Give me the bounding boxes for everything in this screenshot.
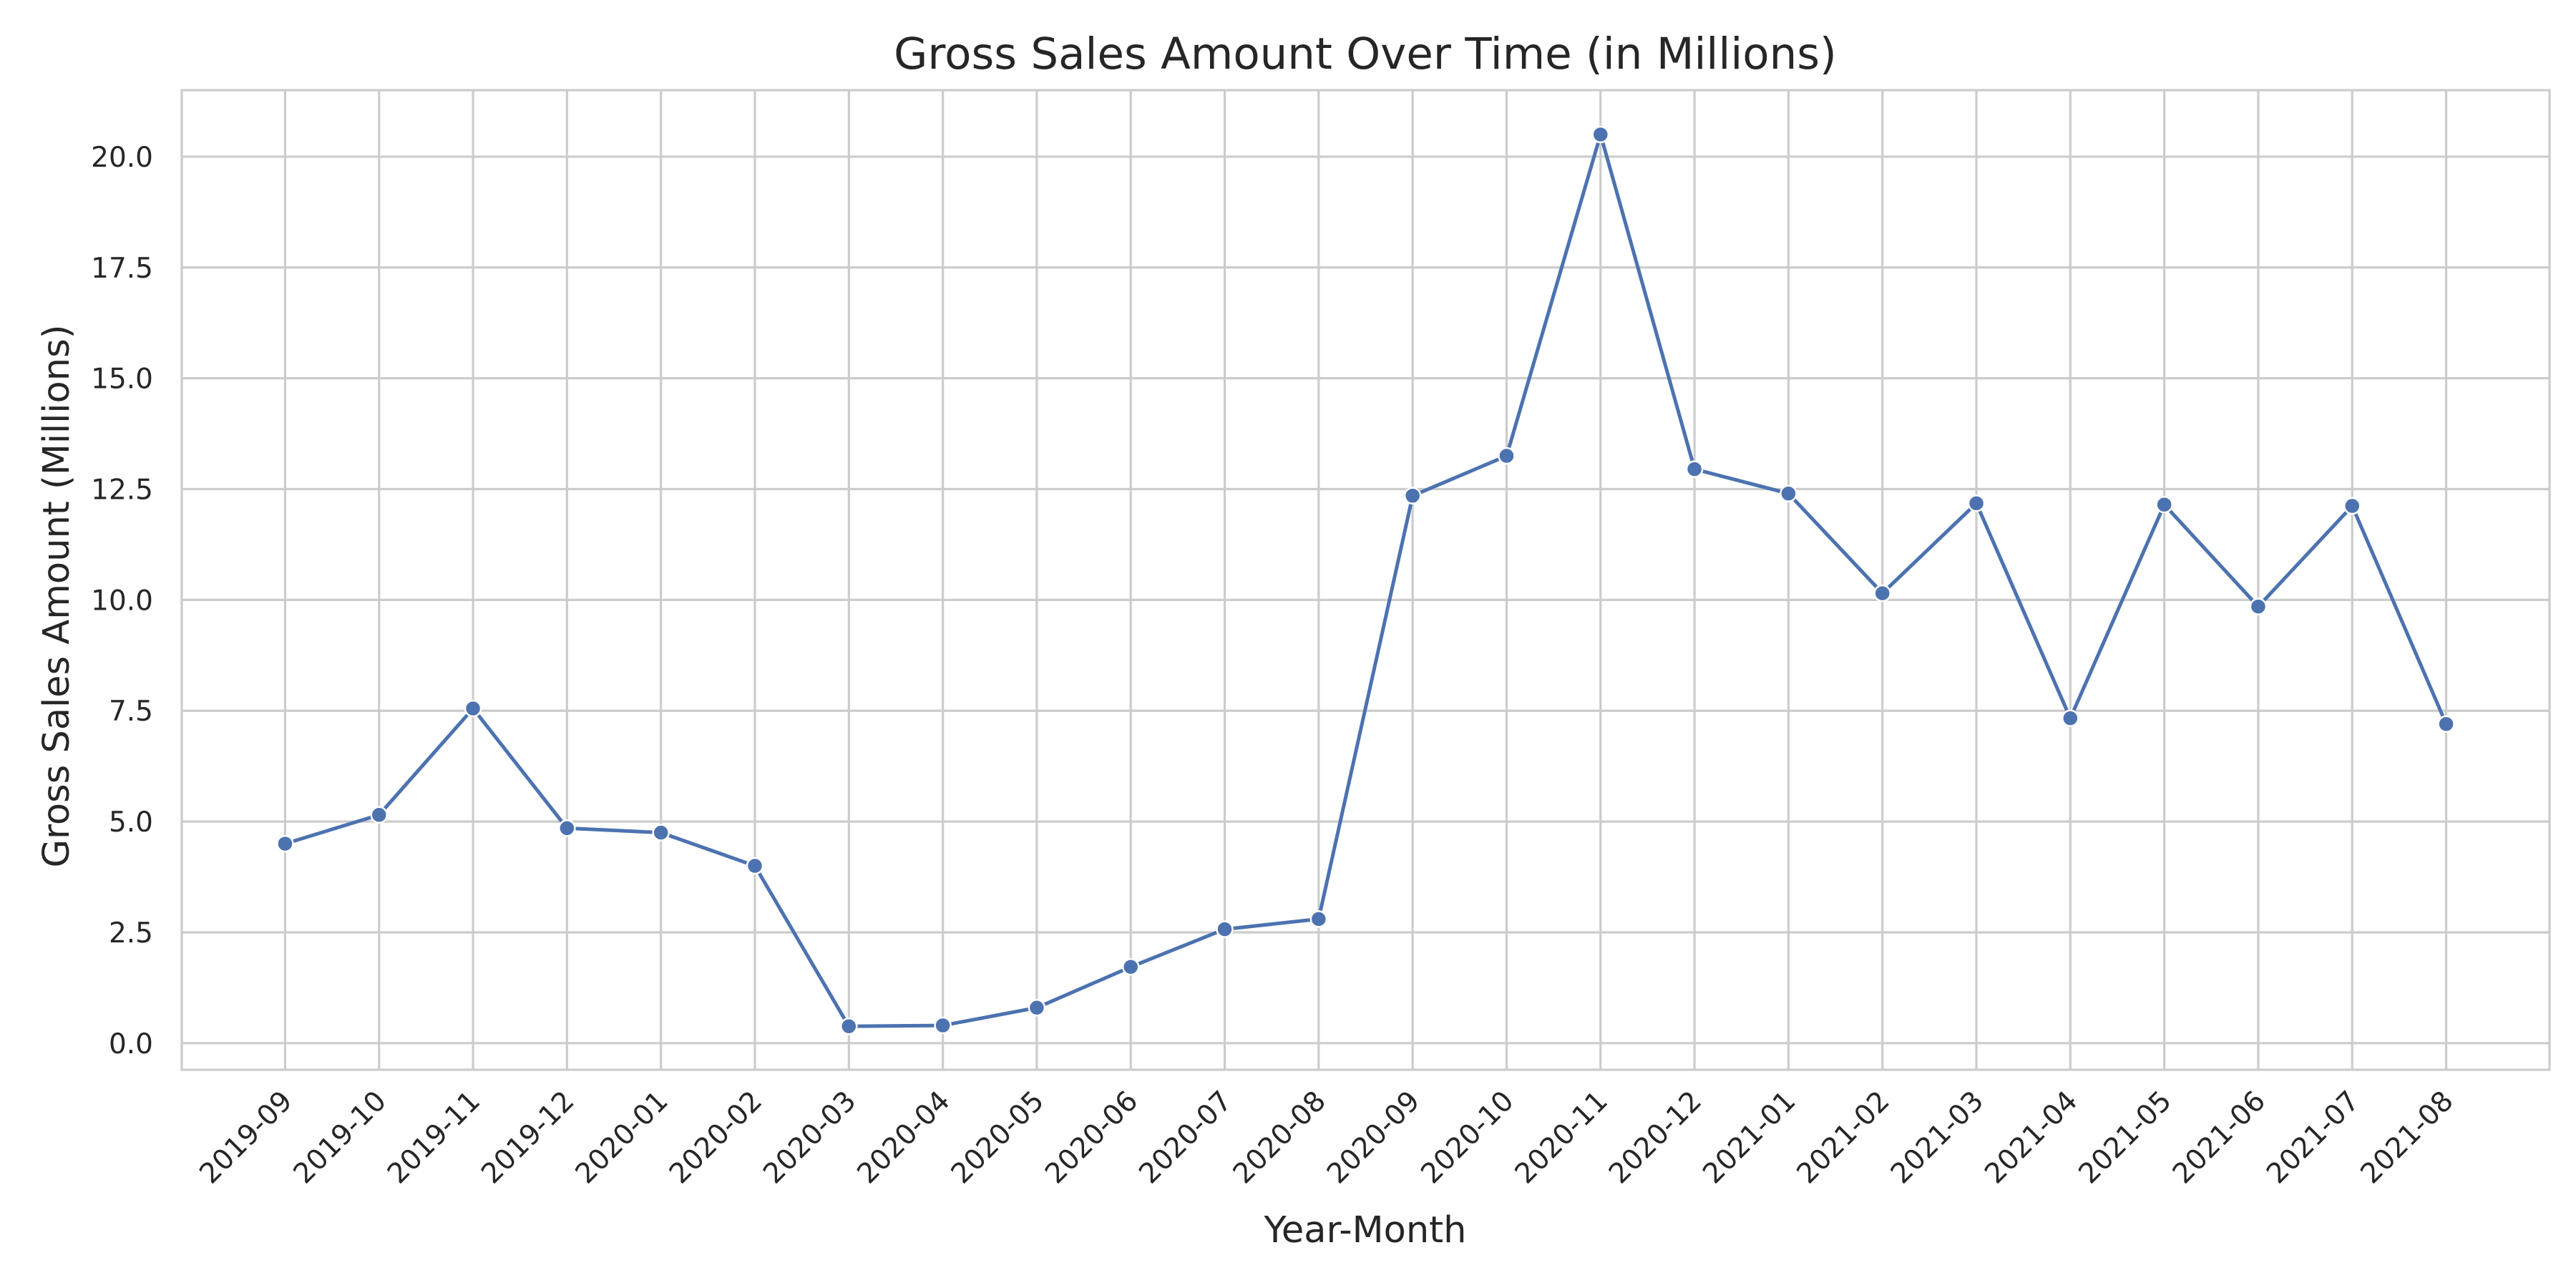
y-tick-label: 17.5	[91, 253, 153, 285]
data-point-2019-09	[276, 834, 294, 853]
data-point-2020-06	[1121, 958, 1140, 976]
data-point-2021-03	[1967, 494, 1986, 512]
data-point-2021-04	[2062, 709, 2079, 728]
y-tick-label: 2.5	[109, 917, 153, 950]
data-point-2021-05	[2155, 495, 2173, 514]
plot-area-frame	[180, 89, 2551, 1071]
data-point-2021-06	[2249, 597, 2268, 615]
y-tick-label: 7.5	[109, 696, 153, 728]
series-line-gross-sales	[283, 132, 2449, 1028]
data-point-2019-10	[370, 806, 388, 824]
data-point-2020-10	[1498, 447, 1516, 465]
y-axis-label: Gross Sales Amount (Millions)	[36, 324, 78, 867]
y-tick-label: 0.0	[109, 1028, 153, 1060]
chart-title: Gross Sales Amount Over Time (in Million…	[894, 29, 1837, 79]
data-point-2020-05	[1028, 999, 1046, 1017]
data-point-2020-03	[840, 1018, 858, 1035]
y-tick-label: 5.0	[109, 806, 153, 839]
y-tick-label: 12.5	[91, 474, 153, 507]
data-point-2020-02	[746, 857, 764, 875]
data-point-2021-02	[1873, 584, 1891, 602]
y-tick-label: 15.0	[91, 364, 153, 396]
data-points	[276, 125, 2455, 1035]
data-point-2021-01	[1780, 484, 1797, 502]
data-point-2020-09	[1403, 487, 1422, 505]
data-point-2019-11	[464, 699, 482, 718]
data-point-2020-01	[652, 824, 670, 841]
data-point-2020-07	[1216, 920, 1234, 938]
y-tick-label: 10.0	[91, 585, 153, 617]
grid	[182, 90, 2550, 1070]
data-point-2020-11	[1591, 125, 1610, 144]
x-axis-label: Year-Month	[1264, 1209, 1467, 1252]
data-point-2019-12	[558, 819, 576, 837]
data-point-2020-12	[1685, 460, 1704, 478]
data-point-2020-04	[934, 1016, 952, 1035]
data-point-2020-08	[1309, 910, 1328, 928]
data-point-2021-08	[2437, 715, 2455, 733]
data-point-2021-07	[2343, 497, 2361, 515]
y-tick-label: 20.0	[91, 142, 153, 174]
